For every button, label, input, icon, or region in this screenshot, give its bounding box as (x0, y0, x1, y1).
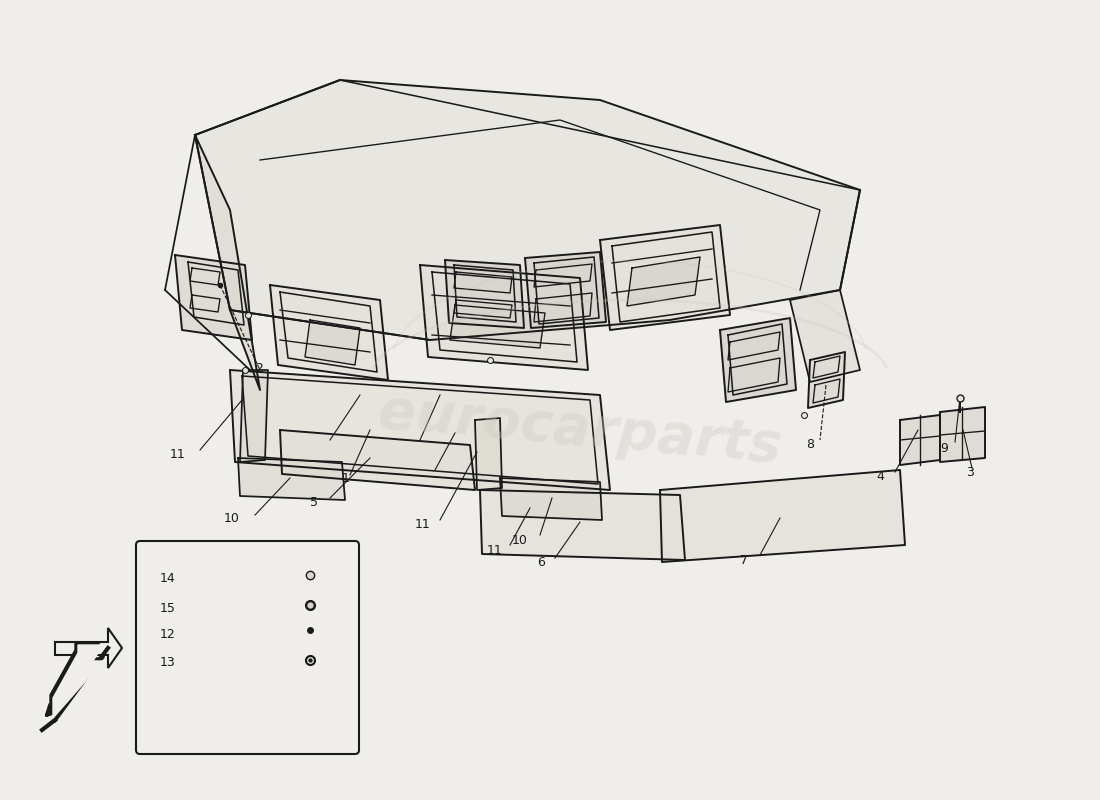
Text: 11: 11 (415, 518, 430, 531)
Polygon shape (420, 265, 588, 370)
Polygon shape (475, 418, 502, 490)
Polygon shape (790, 290, 860, 382)
Polygon shape (270, 285, 388, 380)
Text: 13: 13 (160, 657, 176, 670)
Text: 7: 7 (740, 554, 748, 566)
Text: 12: 12 (160, 629, 176, 642)
Polygon shape (53, 645, 103, 718)
Polygon shape (720, 318, 796, 402)
Text: 15: 15 (160, 602, 176, 614)
Text: 14: 14 (160, 571, 176, 585)
Polygon shape (230, 370, 610, 490)
Text: 9: 9 (940, 442, 948, 454)
Polygon shape (240, 370, 268, 462)
Polygon shape (175, 255, 252, 340)
Text: 3: 3 (966, 466, 974, 478)
Polygon shape (450, 305, 544, 348)
Polygon shape (305, 320, 360, 365)
Text: 10: 10 (513, 534, 528, 546)
Polygon shape (500, 478, 602, 520)
Text: 10: 10 (224, 511, 240, 525)
Polygon shape (660, 470, 905, 562)
Polygon shape (280, 430, 475, 490)
Polygon shape (600, 225, 730, 330)
Text: 5: 5 (310, 495, 318, 509)
Polygon shape (480, 490, 685, 560)
Polygon shape (195, 135, 260, 390)
Polygon shape (50, 642, 100, 715)
Text: 4: 4 (876, 470, 884, 482)
Polygon shape (446, 260, 524, 328)
Polygon shape (808, 352, 845, 408)
Polygon shape (627, 257, 700, 306)
Text: 11: 11 (169, 449, 185, 462)
Polygon shape (900, 415, 940, 465)
Text: 1: 1 (342, 471, 350, 485)
Text: 11: 11 (486, 543, 502, 557)
Polygon shape (238, 458, 345, 500)
Polygon shape (525, 252, 606, 328)
Text: 8: 8 (806, 438, 814, 451)
Text: 6: 6 (537, 555, 544, 569)
FancyBboxPatch shape (136, 541, 359, 754)
Text: eurocarparts: eurocarparts (376, 386, 784, 474)
Text: 2: 2 (255, 362, 263, 374)
Polygon shape (195, 80, 860, 340)
Polygon shape (940, 407, 984, 462)
